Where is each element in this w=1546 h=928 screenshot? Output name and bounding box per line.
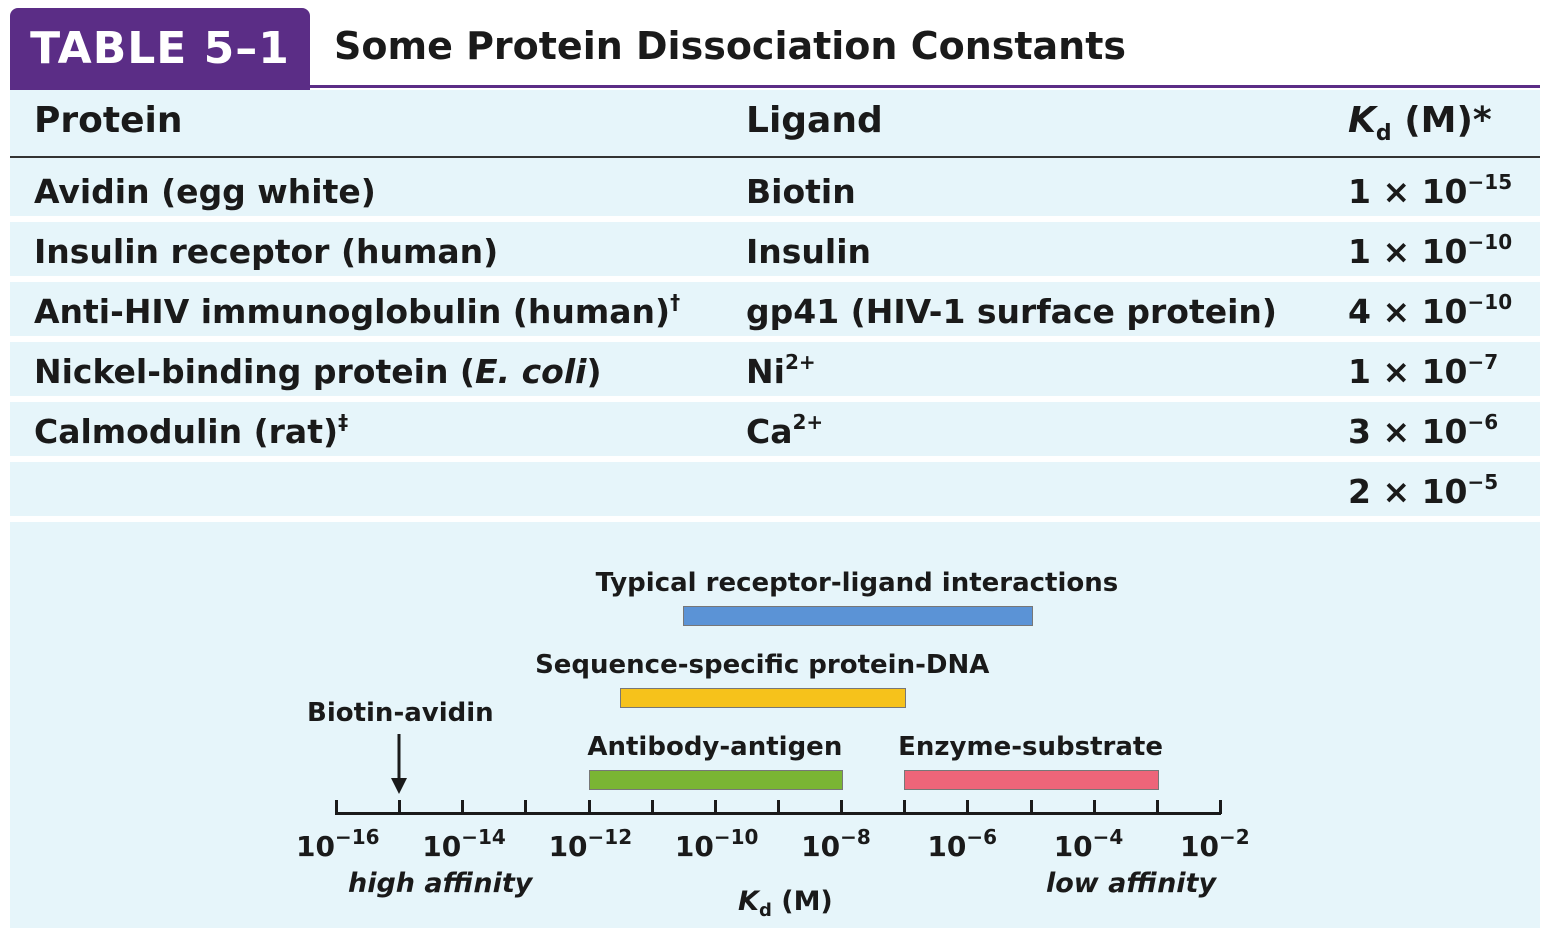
protein-cell: Calmodulin (rat)‡ xyxy=(34,410,349,451)
axis-tick xyxy=(587,800,591,814)
range-bar xyxy=(620,688,907,708)
protein-cell: Insulin receptor (human) xyxy=(34,232,499,271)
ligand-cell: Ni2+ xyxy=(746,350,816,391)
axis-tick xyxy=(1092,800,1096,814)
axis-tick xyxy=(461,800,465,814)
row-separator xyxy=(10,396,1540,402)
row-separator xyxy=(10,216,1540,222)
axis-tick xyxy=(650,800,654,814)
axis-tick-label: 10−10 xyxy=(674,825,759,863)
axis-tick xyxy=(777,800,780,814)
column-header-kd: Kd (M)* xyxy=(1348,100,1492,146)
title-rule xyxy=(310,85,1540,88)
table-row: Anti-HIV immunoglobulin (human)† gp41 (H… xyxy=(10,282,1540,336)
kd-cell: 1 × 10−7 xyxy=(1348,350,1499,391)
axis-tick-label: 10−2 xyxy=(1180,825,1250,863)
column-header-ligand: Ligand xyxy=(746,100,883,141)
range-label: Enzyme-substrate xyxy=(898,732,1163,762)
range-label: Antibody-antigen xyxy=(587,732,843,762)
axis-tick-label: 10−12 xyxy=(548,825,633,863)
ligand-cell: Biotin xyxy=(746,172,856,211)
table-header: TABLE 5–1 Some Protein Dissociation Cons… xyxy=(0,0,1546,92)
axis-tick xyxy=(840,800,844,814)
range-bar xyxy=(588,770,844,790)
biotin-avidin-arrow xyxy=(391,734,408,794)
header-rule xyxy=(10,156,1540,158)
axis-tick-label: 10−6 xyxy=(927,825,998,863)
protein-cell: Nickel-binding protein (E. coli) xyxy=(34,352,602,391)
kd-cell: 2 × 10−5 xyxy=(1348,470,1499,511)
axis-tick xyxy=(398,800,402,814)
row-separator xyxy=(10,276,1540,282)
table-row: Calmodulin (rat)‡ Ca2+ 3 × 10−6 xyxy=(10,402,1540,456)
kd-cell: 3 × 10−6 xyxy=(1348,410,1499,451)
axis-tick xyxy=(1219,800,1222,814)
range-label: Sequence-specific protein-DNA xyxy=(535,650,990,680)
biotin-avidin-label: Biotin-avidin xyxy=(307,698,494,728)
axis-title: Kd (M) xyxy=(738,886,833,921)
table-row: 2 × 10−5 xyxy=(10,462,1540,516)
ligand-cell: gp41 (HIV-1 surface protein) xyxy=(746,292,1277,331)
column-header-protein: Protein xyxy=(34,100,183,141)
axis-tick xyxy=(713,800,717,814)
table-row: Avidin (egg white) Biotin 1 × 10−15 xyxy=(10,162,1540,216)
protein-cell: Anti-HIV immunoglobulin (human)† xyxy=(34,290,681,331)
axis-tick xyxy=(1155,800,1159,814)
table-title: Some Protein Dissociation Constants xyxy=(334,24,1127,68)
ligand-cell: Insulin xyxy=(746,232,872,271)
axis-tick xyxy=(966,800,970,814)
axis-tick-label: 10−8 xyxy=(801,825,871,863)
axis-tick xyxy=(903,800,907,814)
range-bar xyxy=(683,606,1033,626)
row-separator xyxy=(10,336,1540,342)
axis-tick-label: 10−16 xyxy=(296,825,380,863)
axis-tick-label: 10−14 xyxy=(422,825,506,863)
low-affinity-label: low affinity xyxy=(1046,868,1217,899)
axis-tick xyxy=(524,800,528,814)
axis-tick-label: 10−4 xyxy=(1053,825,1124,863)
kd-cell: 4 × 10−10 xyxy=(1348,290,1513,331)
ligand-cell: Ca2+ xyxy=(746,410,824,451)
axis-tick xyxy=(1029,800,1033,814)
kd-cell: 1 × 10−15 xyxy=(1348,170,1513,211)
axis-tick xyxy=(335,800,338,814)
range-label: Typical receptor-ligand interactions xyxy=(595,568,1119,598)
kd-cell: 1 × 10−10 xyxy=(1348,230,1513,271)
high-affinity-label: high affinity xyxy=(348,868,533,899)
row-separator xyxy=(10,516,1540,522)
table-tag: TABLE 5–1 xyxy=(10,8,310,90)
table-row: Insulin receptor (human) Insulin 1 × 10−… xyxy=(10,222,1540,276)
protein-cell: Avidin (egg white) xyxy=(34,172,376,211)
table-row: Nickel-binding protein (E. coli) Ni2+ 1 … xyxy=(10,342,1540,396)
range-bar xyxy=(904,770,1159,790)
row-separator xyxy=(10,456,1540,462)
